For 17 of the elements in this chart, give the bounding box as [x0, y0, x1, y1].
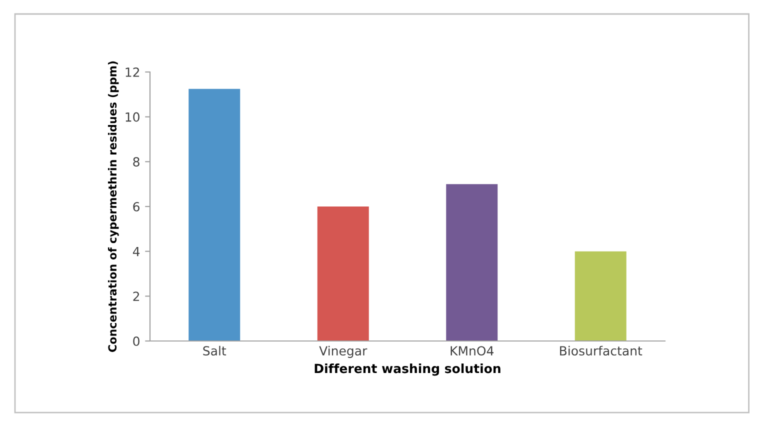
y-tick-label: 6 — [133, 202, 140, 212]
y-tick-label: 4 — [132, 246, 140, 256]
bar — [188, 88, 240, 341]
y-tick-label: 12 — [126, 67, 140, 77]
y-tick-label: 8 — [133, 157, 140, 167]
x-tick-label: Biosurfactant — [560, 346, 642, 356]
y-tick-label: 10 — [126, 112, 140, 122]
bar — [446, 184, 498, 341]
bar — [317, 206, 369, 341]
x-tick-label: Salt — [203, 346, 226, 356]
x-axis-title: Different washing solution — [314, 364, 500, 376]
y-tick-label: 2 — [133, 292, 140, 301]
bar — [574, 251, 626, 341]
x-tick-label: Vinegar — [319, 346, 368, 358]
x-tick-label: KMnO4 — [450, 346, 494, 356]
y-axis-title: Concentration of cypermethrin residues (ppm) — [108, 61, 119, 352]
y-tick-label: 0 — [133, 336, 140, 346]
